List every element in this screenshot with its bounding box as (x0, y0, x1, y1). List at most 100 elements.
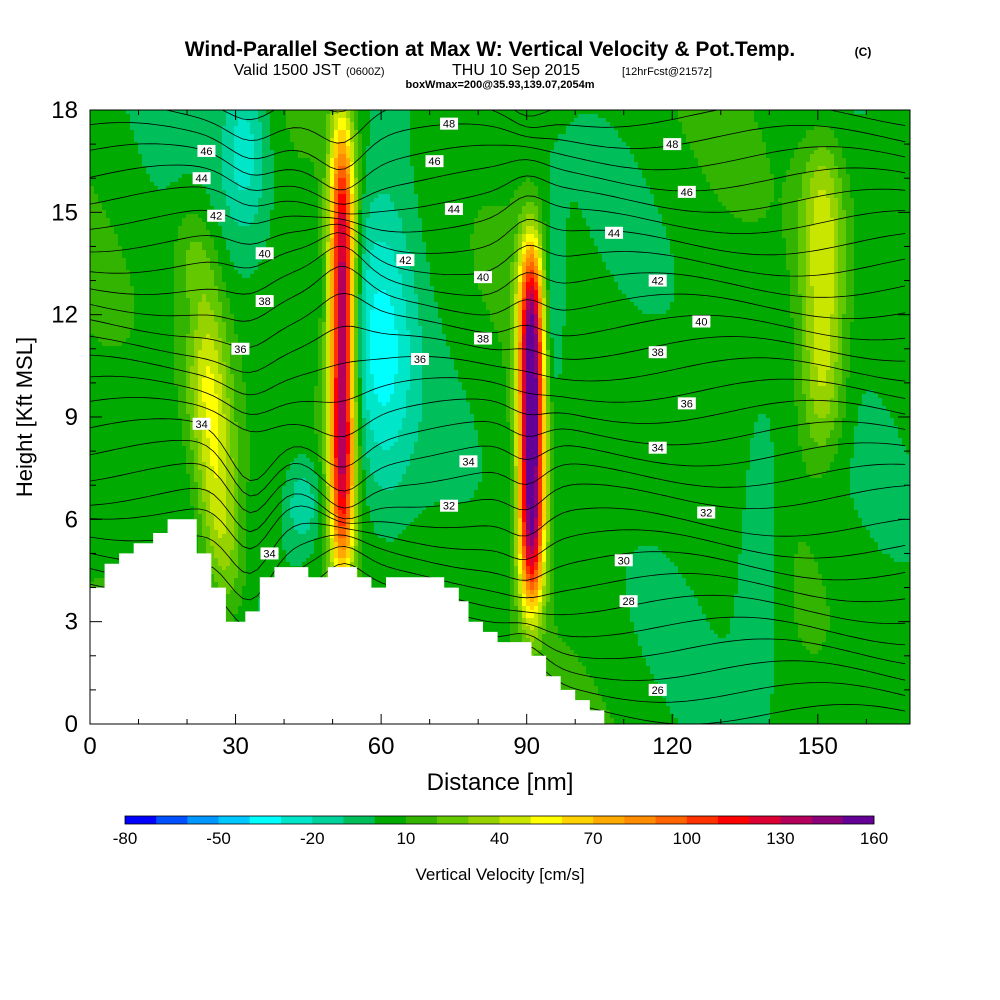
velocity-cell (170, 374, 175, 379)
velocity-cell (190, 202, 195, 207)
velocity-cell (214, 482, 219, 487)
velocity-cell (154, 114, 159, 119)
velocity-cell (170, 390, 175, 395)
velocity-cell (110, 402, 115, 407)
velocity-cell (202, 322, 207, 327)
velocity-cell (114, 174, 119, 179)
velocity-cell (122, 274, 127, 279)
velocity-cell (138, 362, 143, 367)
velocity-cell (98, 506, 103, 511)
velocity-cell (162, 318, 167, 323)
velocity-cell (150, 254, 155, 259)
velocity-cell (170, 122, 175, 127)
velocity-cell (146, 378, 151, 383)
velocity-cell (114, 462, 119, 467)
velocity-cell (214, 278, 219, 283)
velocity-cell (110, 486, 115, 491)
velocity-cell (94, 498, 99, 503)
velocity-cell (158, 366, 163, 371)
velocity-cell (218, 178, 223, 183)
velocity-cell (130, 234, 135, 239)
velocity-cell (194, 254, 199, 259)
velocity-cell (90, 398, 95, 403)
velocity-cell (186, 174, 191, 179)
velocity-cell (110, 246, 115, 251)
velocity-cell (218, 306, 223, 311)
velocity-cell (90, 114, 95, 119)
velocity-cell (214, 566, 219, 571)
velocity-cell (106, 394, 111, 399)
velocity-cell (138, 254, 143, 259)
velocity-cell (190, 498, 195, 503)
velocity-cell (130, 458, 135, 463)
velocity-cell (150, 286, 155, 291)
velocity-cell (142, 534, 147, 539)
velocity-cell (118, 542, 123, 547)
velocity-cell (142, 286, 147, 291)
velocity-cell (142, 342, 147, 347)
velocity-cell (94, 274, 99, 279)
velocity-cell (134, 474, 139, 479)
velocity-cell (202, 366, 207, 371)
velocity-cell (154, 406, 159, 411)
velocity-cell (102, 210, 107, 215)
velocity-cell (102, 446, 107, 451)
velocity-cell (102, 110, 107, 115)
velocity-cell (118, 382, 123, 387)
velocity-cell (158, 118, 163, 123)
velocity-cell (174, 506, 179, 511)
velocity-cell (182, 222, 187, 227)
velocity-cell (94, 262, 99, 267)
velocity-cell (142, 302, 147, 307)
velocity-cell (146, 110, 151, 115)
velocity-cell (198, 266, 203, 271)
velocity-cell (122, 542, 127, 547)
velocity-cell (190, 246, 195, 251)
velocity-cell (134, 454, 139, 459)
velocity-cell (206, 234, 211, 239)
velocity-cell (138, 534, 143, 539)
velocity-cell (90, 502, 95, 507)
velocity-cell (126, 330, 131, 335)
velocity-cell (118, 334, 123, 339)
velocity-cell (186, 278, 191, 283)
velocity-cell (114, 114, 119, 119)
velocity-cell (122, 458, 127, 463)
velocity-cell (126, 414, 131, 419)
velocity-cell (194, 310, 199, 315)
velocity-cell (106, 434, 111, 439)
velocity-cell (198, 202, 203, 207)
velocity-cell (122, 386, 127, 391)
velocity-cell (158, 238, 163, 243)
velocity-cell (114, 378, 119, 383)
velocity-cell (122, 534, 127, 539)
velocity-cell (106, 494, 111, 499)
velocity-cell (218, 226, 223, 231)
velocity-cell (118, 178, 123, 183)
velocity-cell (94, 126, 99, 131)
velocity-cell (170, 114, 175, 119)
velocity-cell (174, 234, 179, 239)
velocity-cell (210, 342, 215, 347)
velocity-cell (170, 446, 175, 451)
velocity-cell (178, 374, 183, 379)
velocity-cell (98, 346, 103, 351)
velocity-cell (182, 410, 187, 415)
velocity-cell (214, 342, 219, 347)
velocity-cell (194, 126, 199, 131)
velocity-cell (126, 262, 131, 267)
velocity-cell (214, 246, 219, 251)
velocity-cell (122, 426, 127, 431)
velocity-cell (142, 174, 147, 179)
velocity-cell (166, 318, 171, 323)
velocity-cell (106, 222, 111, 227)
velocity-cell (170, 326, 175, 331)
velocity-cell (110, 390, 115, 395)
velocity-cell (202, 122, 207, 127)
velocity-cell (202, 266, 207, 271)
velocity-cell (186, 390, 191, 395)
velocity-cell (150, 486, 155, 491)
velocity-cell (106, 298, 111, 303)
velocity-cell (146, 438, 151, 443)
velocity-cell (170, 318, 175, 323)
